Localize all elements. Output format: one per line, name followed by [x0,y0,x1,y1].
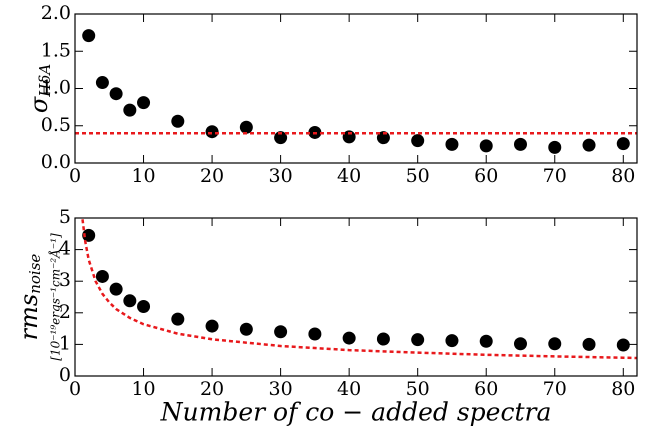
data-point [137,96,151,110]
x-tick-label: 70 [543,378,567,400]
data-point [137,299,151,313]
data-point [513,137,527,151]
data-point [205,319,219,333]
data-point [274,325,288,339]
y-label-text: σHδA [25,64,55,114]
y-label-main: σ [25,96,53,113]
y-label-sub: HδA [36,64,54,98]
x-tick-label: 50 [406,378,430,400]
data-point [445,137,459,151]
y-tick-label: 2 [59,301,71,323]
data-point [342,130,356,144]
data-point [411,333,425,347]
data-point [171,312,185,326]
data-point [342,331,356,345]
x-tick-label: 60 [474,378,498,400]
data-point [513,337,527,351]
x-tick-label: 0 [69,378,81,400]
data-point [479,139,493,153]
data-point [109,87,123,101]
data-point [274,131,288,145]
data-point [205,125,219,139]
data-point [82,228,96,242]
data-point [171,114,185,128]
x-tick-label: 30 [269,378,293,400]
data-point [582,337,596,351]
x-tick-label: 40 [337,378,361,400]
axes-frame [74,13,638,164]
data-point [95,76,109,90]
data-point [123,103,137,117]
axes-frame [74,217,638,377]
data-point [82,29,96,43]
data-point [479,334,493,348]
y-tick-label: 1 [59,332,71,354]
x-tick-label: 50 [406,165,430,187]
y-label-main: rms [15,294,43,341]
y-tick-label: 3 [59,269,71,291]
y-label: σHδA [25,64,55,114]
y-tick-label: 4 [59,238,71,260]
x-tick-label: 30 [269,165,293,187]
data-point [548,337,562,351]
y-label-text: rmsnoise [15,254,45,341]
x-tick-label: 70 [543,165,567,187]
x-tick-label: 80 [611,378,635,400]
data-point [616,338,630,352]
y-tick-label: 5 [59,206,71,228]
data-point [582,138,596,152]
data-point [239,322,253,336]
y-tick-label: 1.5 [41,39,71,61]
y-label: rmsnoise [15,254,45,341]
data-point [239,120,253,134]
data-point [548,140,562,154]
data-point [308,327,322,341]
data-point [95,269,109,283]
data-point [123,294,137,308]
data-point [109,282,123,296]
x-tick-label: 10 [131,165,155,187]
y-tick-label: 2.0 [41,2,71,24]
x-tick-label: 10 [131,378,155,400]
y-label-units-text: [10⁻¹⁹ergs⁻¹cm⁻²Å⁻¹] [48,233,63,361]
y-tick-label: 0 [59,364,71,386]
x-tick-label: 0 [69,165,81,187]
x-tick-label: 80 [611,165,635,187]
fit-line [81,219,638,360]
x-label: Number of co − added spectra [160,398,552,427]
y-label-units: [10⁻¹⁹ergs⁻¹cm⁻²Å⁻¹] [48,233,63,361]
data-point [445,334,459,348]
data-point [411,134,425,148]
y-tick-label: 0.0 [41,151,71,173]
y-tick-label: 1.0 [41,77,71,99]
data-point [376,332,390,346]
x-tick-label: 20 [200,165,224,187]
y-tick-label: 0.5 [41,114,71,136]
x-tick-label: 60 [474,165,498,187]
data-point [616,137,630,151]
y-label-sub: noise [26,254,44,294]
x-tick-label: 40 [337,165,361,187]
x-tick-label: 20 [200,378,224,400]
